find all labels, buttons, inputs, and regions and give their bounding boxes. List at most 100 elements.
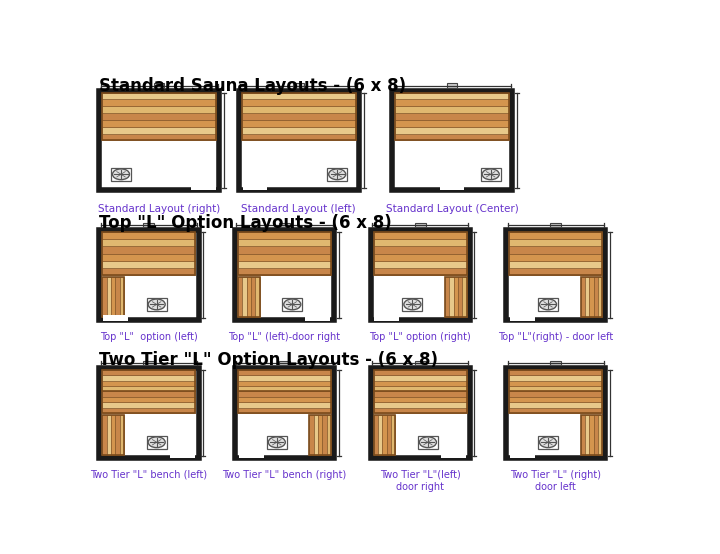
- Bar: [585, 414, 589, 455]
- Bar: [238, 239, 331, 247]
- Bar: [509, 261, 602, 268]
- Bar: [115, 414, 120, 455]
- Text: Standard Layout (right): Standard Layout (right): [98, 203, 220, 213]
- Bar: [374, 261, 467, 268]
- Bar: [374, 397, 467, 402]
- Bar: [458, 276, 462, 317]
- Text: Standard Sauna Layouts - (6 x 8): Standard Sauna Layouts - (6 x 8): [99, 77, 406, 95]
- Bar: [102, 414, 124, 455]
- Bar: [314, 414, 318, 455]
- Bar: [374, 315, 399, 321]
- Bar: [509, 232, 602, 275]
- Bar: [395, 120, 509, 127]
- Bar: [238, 397, 331, 402]
- Bar: [107, 414, 111, 455]
- Bar: [374, 268, 467, 275]
- Bar: [235, 230, 334, 320]
- Bar: [147, 435, 167, 449]
- Bar: [510, 315, 535, 321]
- Bar: [374, 414, 378, 455]
- Bar: [589, 276, 593, 317]
- Bar: [318, 414, 323, 455]
- Bar: [585, 276, 589, 317]
- Bar: [102, 239, 195, 247]
- Bar: [99, 230, 199, 320]
- Bar: [382, 414, 387, 455]
- Bar: [102, 402, 195, 408]
- Bar: [238, 254, 331, 261]
- Bar: [170, 453, 194, 458]
- Bar: [415, 361, 426, 365]
- Bar: [550, 223, 561, 227]
- Bar: [102, 276, 124, 317]
- Bar: [242, 93, 356, 100]
- Bar: [441, 453, 466, 458]
- Text: Top "L"  option (left): Top "L" option (left): [100, 332, 198, 342]
- Bar: [238, 268, 331, 275]
- Bar: [305, 315, 330, 321]
- Bar: [509, 386, 602, 392]
- Bar: [593, 414, 598, 455]
- Bar: [238, 381, 331, 386]
- Bar: [247, 276, 251, 317]
- Bar: [102, 134, 216, 140]
- Bar: [238, 232, 331, 239]
- Bar: [102, 247, 195, 254]
- Bar: [509, 247, 602, 254]
- Ellipse shape: [404, 299, 421, 310]
- Bar: [238, 375, 331, 381]
- Bar: [102, 370, 195, 413]
- Ellipse shape: [112, 169, 130, 179]
- Bar: [510, 453, 535, 458]
- Bar: [102, 232, 195, 275]
- Bar: [153, 84, 164, 88]
- Bar: [107, 276, 111, 317]
- Ellipse shape: [482, 169, 499, 179]
- Bar: [509, 408, 602, 413]
- Bar: [102, 120, 216, 127]
- Bar: [374, 408, 467, 413]
- Text: Top "L" (left)-door right: Top "L" (left)-door right: [228, 332, 341, 342]
- Bar: [374, 232, 467, 275]
- Bar: [238, 232, 331, 275]
- Bar: [242, 100, 356, 106]
- Bar: [506, 230, 606, 320]
- Bar: [509, 402, 602, 408]
- Bar: [238, 386, 331, 392]
- Ellipse shape: [329, 169, 346, 179]
- Bar: [99, 91, 220, 189]
- Ellipse shape: [148, 299, 165, 310]
- Bar: [395, 106, 509, 113]
- Bar: [239, 453, 264, 458]
- Bar: [102, 100, 216, 106]
- Bar: [538, 298, 558, 311]
- Bar: [293, 84, 304, 88]
- Bar: [589, 414, 593, 455]
- Ellipse shape: [539, 437, 557, 448]
- Ellipse shape: [284, 299, 301, 310]
- Bar: [395, 93, 509, 100]
- Bar: [242, 106, 356, 113]
- Bar: [102, 232, 195, 239]
- Text: Top "L" Option Layouts - (6 x 8): Top "L" Option Layouts - (6 x 8): [99, 214, 392, 232]
- Bar: [323, 414, 327, 455]
- Bar: [238, 261, 331, 268]
- Text: Standard Layout (Center): Standard Layout (Center): [385, 203, 518, 213]
- Bar: [102, 386, 195, 392]
- Bar: [374, 239, 467, 247]
- Bar: [103, 315, 128, 321]
- Bar: [102, 397, 195, 402]
- Bar: [374, 375, 467, 381]
- Bar: [580, 276, 585, 317]
- Bar: [102, 106, 216, 113]
- Bar: [102, 268, 195, 275]
- Bar: [238, 276, 243, 317]
- Bar: [238, 402, 331, 408]
- Bar: [102, 408, 195, 413]
- Bar: [102, 113, 216, 120]
- Bar: [102, 392, 195, 397]
- Bar: [374, 370, 467, 375]
- Bar: [235, 368, 334, 458]
- Bar: [580, 414, 602, 455]
- Bar: [374, 386, 467, 392]
